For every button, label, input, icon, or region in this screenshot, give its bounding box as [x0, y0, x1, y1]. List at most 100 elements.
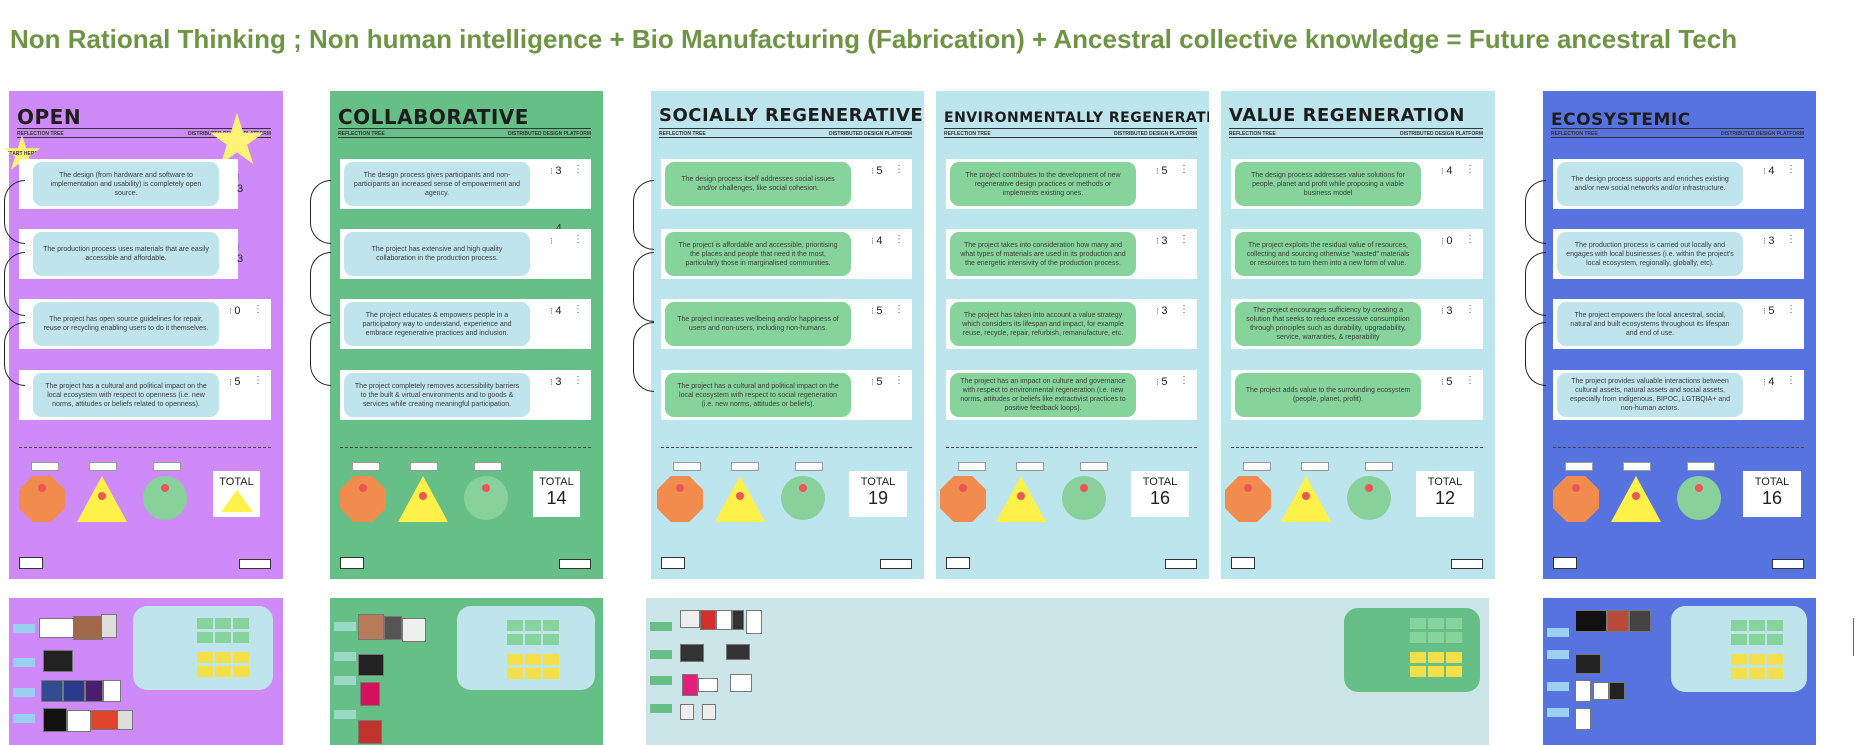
thumbnail[interactable]	[43, 708, 67, 732]
thumbnail[interactable]	[702, 704, 716, 720]
sticky-note[interactable]	[525, 620, 541, 631]
more-icon[interactable]: ⋮	[1179, 304, 1189, 315]
sticky-note[interactable]	[543, 668, 559, 679]
bottom-panel-open[interactable]	[9, 598, 283, 745]
sticky-note[interactable]	[507, 654, 523, 665]
more-icon[interactable]: ⋮	[1786, 164, 1796, 175]
sticky-note[interactable]	[1428, 632, 1444, 643]
thumbnail[interactable]	[73, 616, 103, 640]
sticky-note[interactable]	[1428, 618, 1444, 629]
thumbnail[interactable]	[698, 678, 718, 692]
question-row[interactable]: The project educates & empowers people i…	[340, 299, 591, 349]
thumbnail[interactable]	[358, 654, 384, 676]
question-row[interactable]: The project contributes to the developme…	[946, 159, 1197, 209]
more-icon[interactable]: ⋮	[1465, 375, 1475, 386]
sticky-note[interactable]	[1749, 634, 1765, 645]
more-icon[interactable]: ⋮	[1465, 164, 1475, 175]
total-box[interactable]: TOTAL 16	[1131, 471, 1189, 517]
question-row[interactable]: The project encourages sufficiency by cr…	[1231, 299, 1483, 349]
thumbnail[interactable]	[402, 618, 426, 642]
thumbnail[interactable]	[700, 610, 716, 630]
more-icon[interactable]: ⋮	[894, 304, 904, 315]
board-ecosystemic[interactable]: ECOSYSTEMIC REFLECTION TREE DISTRIBUTED …	[1543, 91, 1816, 579]
score-value[interactable]: 4	[1763, 376, 1774, 388]
sticky-note[interactable]	[525, 654, 541, 665]
question-row[interactable]: The project has open source guidelines f…	[19, 299, 271, 349]
score-value[interactable]: 4	[1763, 165, 1774, 177]
question-row[interactable]: The project adds value to the surroundin…	[1231, 370, 1483, 420]
bottom-panel-collaborative[interactable]	[330, 598, 603, 745]
thumbnail[interactable]	[1629, 610, 1651, 632]
sticky-note[interactable]	[197, 618, 213, 629]
summary-card[interactable]	[133, 606, 273, 690]
thumbnail[interactable]	[358, 720, 382, 744]
question-row[interactable]: The project has a cultural and political…	[661, 370, 912, 420]
question-row[interactable]: The design (from hardware and software t…	[19, 159, 243, 209]
more-icon[interactable]: ⋮	[1179, 375, 1189, 386]
score-value[interactable]: 3	[1763, 235, 1774, 247]
question-row[interactable]: The design process itself addresses soci…	[661, 159, 912, 209]
question-card[interactable]: The project is affordable and accessible…	[665, 232, 851, 276]
sticky-note[interactable]	[215, 618, 231, 629]
more-icon[interactable]: ⋮	[1465, 304, 1475, 315]
sticky-note[interactable]	[1428, 652, 1444, 663]
question-card[interactable]: The project has an impact on culture and…	[950, 373, 1136, 417]
question-card[interactable]: The design process itself addresses soci…	[665, 162, 851, 206]
board-collaborative[interactable]: COLLABORATIVE REFLECTION TREE DISTRIBUTE…	[330, 91, 603, 579]
question-card[interactable]: The project encourages sufficiency by cr…	[1235, 302, 1421, 346]
sticky-note[interactable]	[1767, 634, 1783, 645]
question-row[interactable]: The project empowers the local ancestral…	[1553, 299, 1804, 349]
question-row[interactable]: The project exploits the residual value …	[1231, 229, 1483, 279]
question-row[interactable]: The design process gives participants an…	[340, 159, 591, 209]
more-icon[interactable]: ⋮	[573, 304, 583, 315]
sticky-note[interactable]	[1767, 668, 1783, 679]
question-row[interactable]: The project completely removes accessibi…	[340, 370, 591, 420]
sticky-note[interactable]	[1731, 654, 1747, 665]
sticky-note[interactable]	[1731, 620, 1747, 631]
thumbnail[interactable]	[1575, 680, 1591, 702]
sticky-note[interactable]	[197, 632, 213, 643]
sticky-note[interactable]	[233, 652, 249, 663]
score-value[interactable]: 3	[550, 376, 561, 388]
thumbnail[interactable]	[680, 610, 700, 628]
question-row[interactable]: The production process is carried out lo…	[1553, 229, 1804, 279]
sticky-note[interactable]	[1410, 618, 1426, 629]
sticky-note[interactable]	[215, 666, 231, 677]
question-card[interactable]: The project has a cultural and political…	[33, 373, 219, 417]
question-card[interactable]: The project adds value to the surroundin…	[1235, 373, 1421, 417]
question-card[interactable]: The project provides valuable interactio…	[1557, 373, 1743, 417]
sticky-note[interactable]	[1410, 652, 1426, 663]
total-value[interactable]: 12	[1434, 488, 1456, 508]
thumbnail[interactable]	[67, 710, 91, 732]
score-value[interactable]: 5	[1441, 376, 1452, 388]
question-card[interactable]: The project completely removes accessibi…	[344, 373, 530, 417]
thumbnail[interactable]	[360, 682, 380, 706]
thumbnail[interactable]	[101, 614, 117, 638]
question-row[interactable]: The project is affordable and accessible…	[661, 229, 912, 279]
score-value[interactable]: 3	[237, 241, 243, 265]
thumbnail[interactable]	[63, 680, 85, 702]
more-icon[interactable]: ⋮	[573, 234, 583, 245]
more-icon[interactable]: ⋮	[1786, 304, 1796, 315]
total-box[interactable]: TOTAL 19	[849, 471, 907, 517]
sticky-note[interactable]	[1731, 634, 1747, 645]
thumbnail[interactable]	[384, 616, 402, 640]
more-icon[interactable]: ⋮	[1465, 234, 1475, 245]
sticky-note[interactable]	[1446, 618, 1462, 629]
question-row[interactable]: The project has extensive and high quali…	[340, 229, 591, 279]
question-row[interactable]: The project increases wellbeing and/or h…	[661, 299, 912, 349]
more-icon[interactable]: ⋮	[573, 375, 583, 386]
thumbnail[interactable]	[1593, 682, 1609, 700]
sticky-note[interactable]	[543, 620, 559, 631]
total-box[interactable]: TOTAL 12	[1416, 471, 1474, 517]
thumbnail[interactable]	[716, 610, 732, 630]
total-value[interactable]: 16	[1761, 488, 1783, 508]
more-icon[interactable]: ⋮	[1786, 234, 1796, 245]
thumbnail[interactable]	[1575, 654, 1601, 674]
question-card[interactable]: The design (from hardware and software t…	[33, 162, 219, 206]
thumbnail[interactable]	[732, 610, 744, 630]
sticky-note[interactable]	[1428, 666, 1444, 677]
more-icon[interactable]: ⋮	[1179, 164, 1189, 175]
question-card[interactable]: The project takes into consideration how…	[950, 232, 1136, 276]
total-box[interactable]: TOTAL 14	[533, 471, 580, 517]
